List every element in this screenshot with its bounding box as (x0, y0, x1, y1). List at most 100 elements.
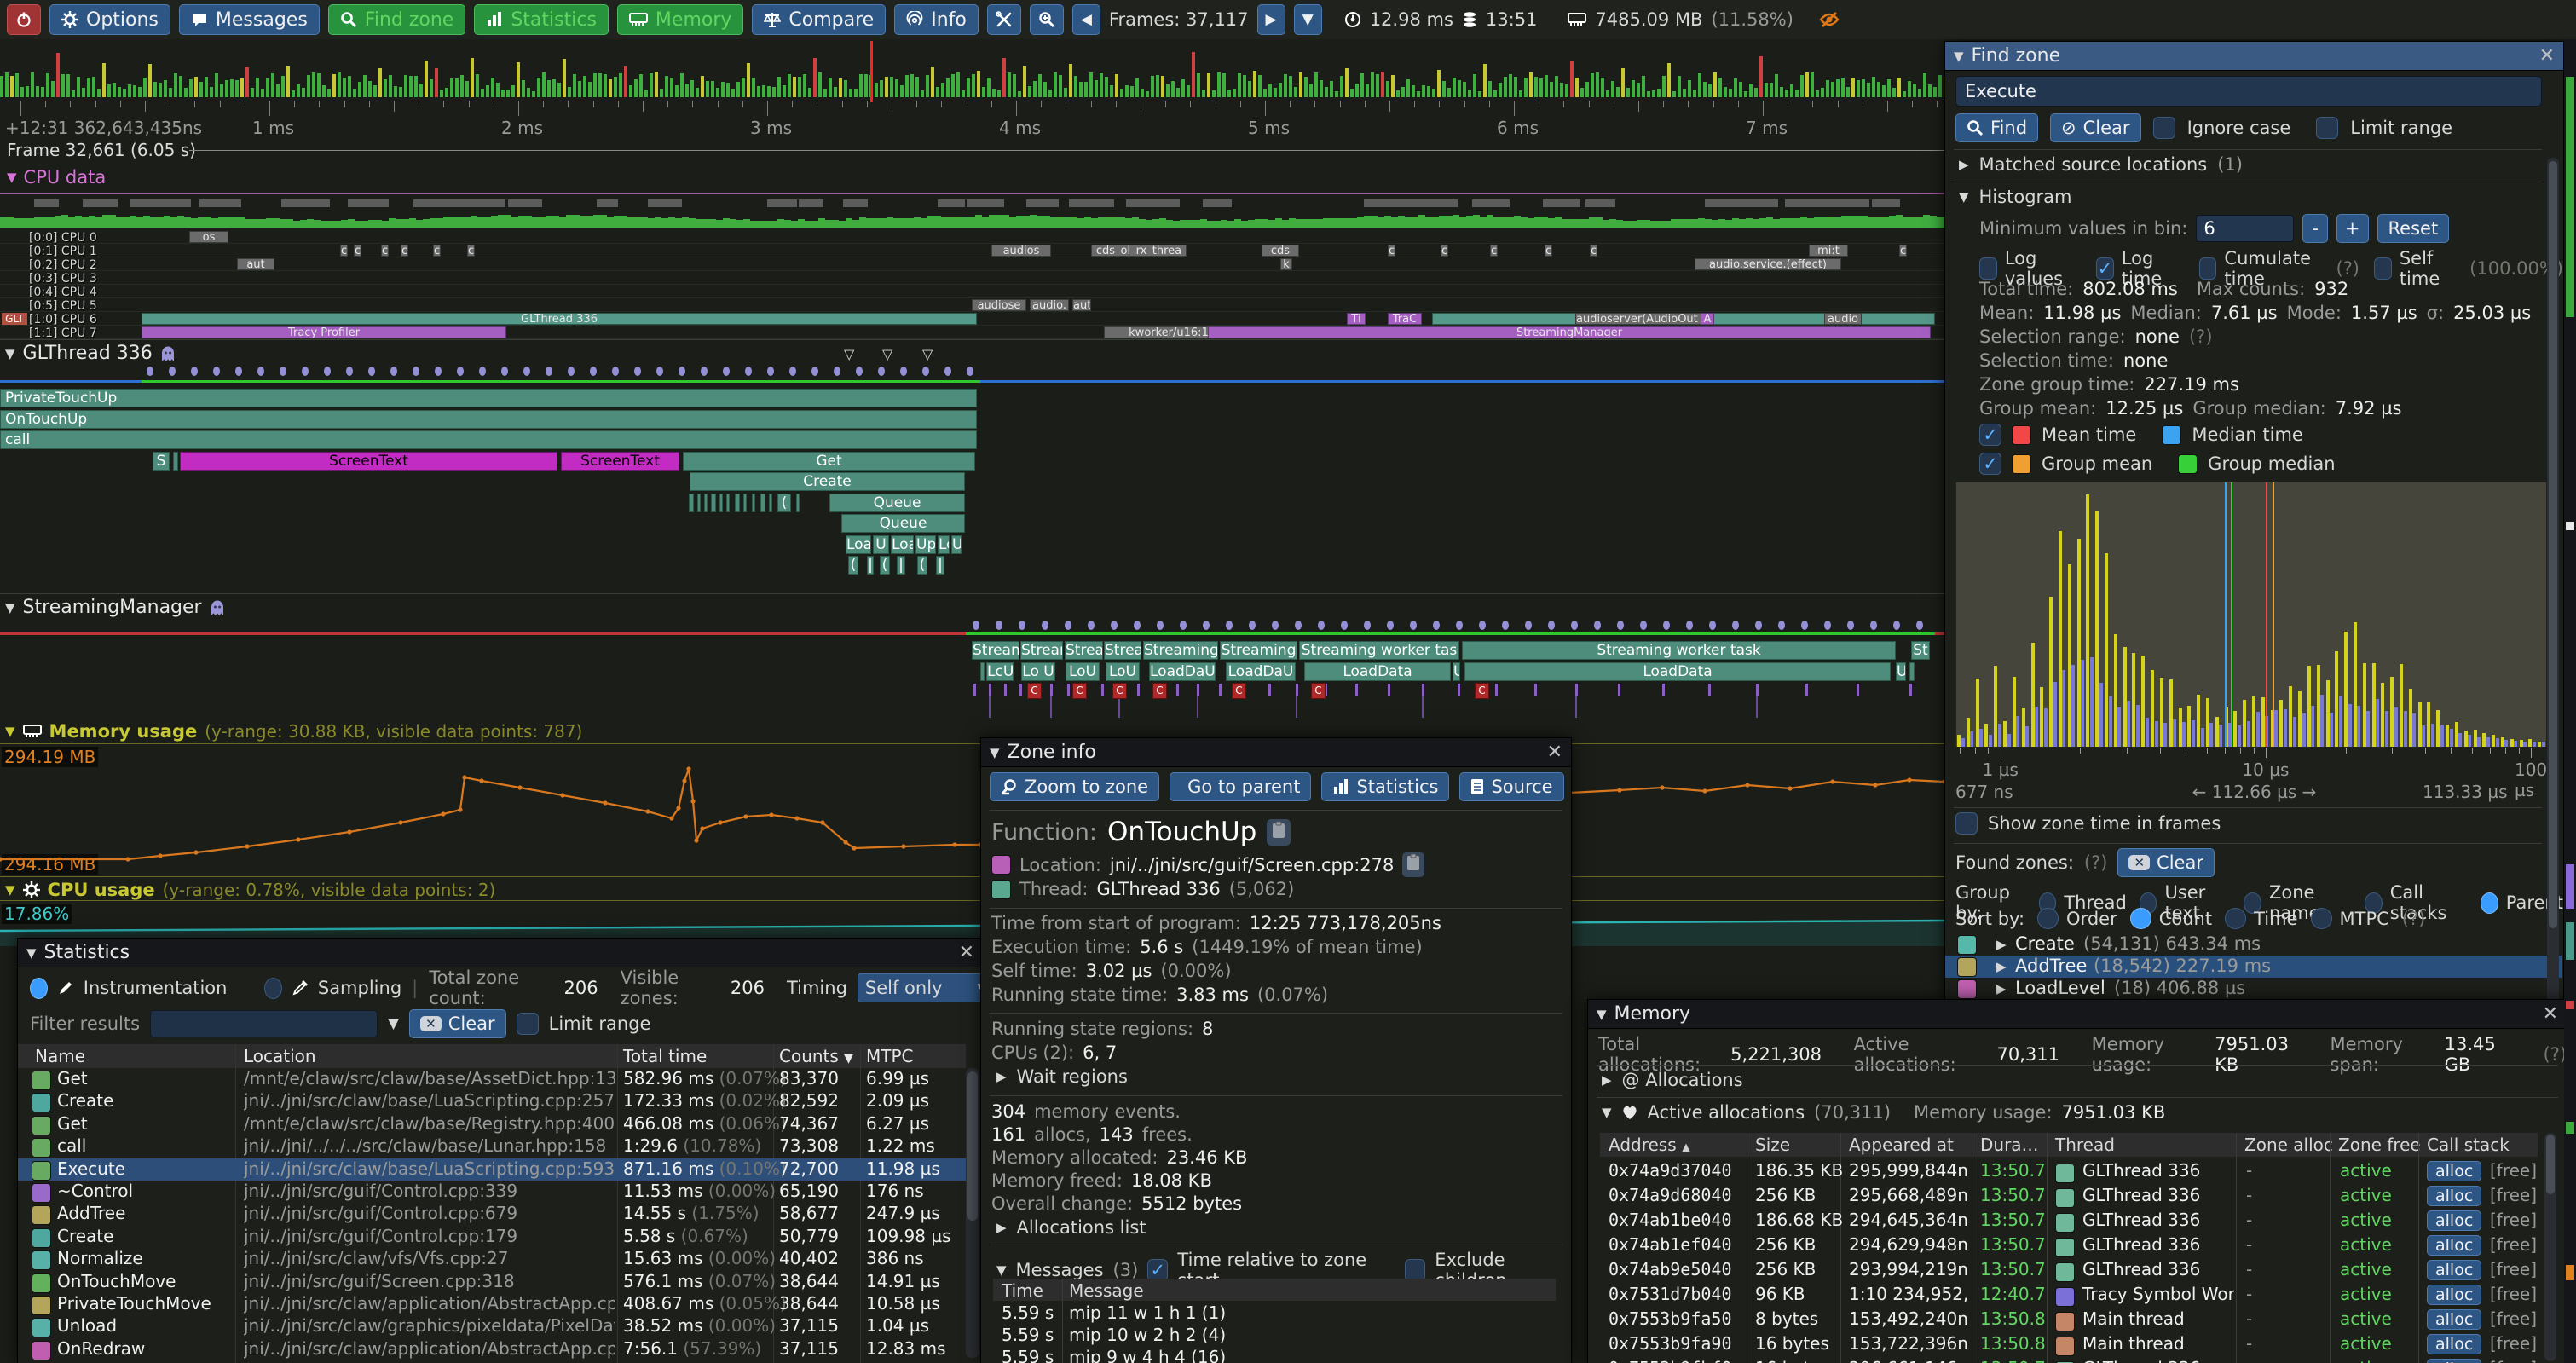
cpu-zone[interactable]: c (1590, 245, 1597, 257)
sample-dot[interactable] (967, 367, 973, 376)
table-row[interactable]: AddTree jni/../jni/src/guif/Control.cpp:6… (18, 1203, 966, 1226)
cpu-zone[interactable]: c (340, 245, 348, 257)
sample-dot[interactable] (1709, 621, 1716, 630)
limit-range-checkbox[interactable] (2316, 117, 2339, 139)
timeline-zone[interactable]: Streaming (1143, 641, 1218, 660)
timeline-zone[interactable]: LoU (1066, 661, 1100, 681)
timeline-zone[interactable] (689, 493, 694, 512)
timeline-zone[interactable]: PrivateTouchUp (0, 389, 977, 407)
sample-dot[interactable] (1203, 621, 1210, 630)
sample-dot[interactable] (1640, 621, 1647, 630)
sort-by-option-count[interactable] (2129, 908, 2151, 929)
allocations-list-toggle[interactable]: ▶ Allocations list (996, 1217, 1146, 1238)
sample-dot[interactable] (1594, 621, 1601, 630)
column-header[interactable]: Name (35, 1046, 86, 1066)
column-header[interactable]: Call stack (2427, 1135, 2510, 1155)
timeline-zone[interactable]: Queue (829, 493, 965, 512)
found-clear-button[interactable]: ✕ Clear (2117, 848, 2215, 877)
group-by-option-parent[interactable] (2481, 892, 2498, 914)
sample-dot[interactable] (191, 367, 198, 376)
sample-dot[interactable] (1617, 621, 1624, 630)
active-allocations-toggle[interactable]: ▼ Active allocations (70,311) Memory usage:… (1602, 1102, 2166, 1123)
glthread-header[interactable]: ▼ GLThread 336 (5, 343, 176, 364)
cpu-zone[interactable]: kworker/u16:1 (1104, 326, 1233, 338)
column-header[interactable]: Zone alloc (2244, 1135, 2333, 1155)
crash-mark[interactable]: C (1027, 683, 1042, 699)
sample-dot[interactable] (856, 367, 863, 376)
sample-dot[interactable] (973, 621, 979, 630)
cpu-zone[interactable]: audios (991, 245, 1051, 257)
cpu-zone[interactable]: audiose (972, 299, 1026, 311)
min-bin-input[interactable]: 6 (2196, 215, 2295, 242)
sample-dot[interactable] (1686, 621, 1693, 630)
sample-dot[interactable] (944, 367, 951, 376)
play-button[interactable]: ▶ (1256, 4, 1285, 35)
sample-dot[interactable] (701, 367, 708, 376)
sample-dot[interactable] (1387, 621, 1394, 630)
cpu-zone[interactable]: audioserver(AudioOut_D) (1575, 313, 1713, 325)
sample-dot[interactable] (834, 367, 840, 376)
memory-titlebar[interactable]: ▼ Memory ✕ (1588, 1000, 2567, 1029)
sample-dot[interactable] (1364, 621, 1371, 630)
cpu-zone[interactable]: c (381, 245, 389, 257)
timeline-zone[interactable]: ScreenText (180, 451, 557, 471)
prev-frame-button[interactable]: ◀ (1071, 4, 1100, 35)
tools-button[interactable] (986, 4, 1021, 35)
timeline-zone[interactable]: Create (690, 472, 965, 491)
found-zone-row[interactable]: ▶ AddTree (18,542) 227.19 ms (1945, 956, 2562, 978)
column-header[interactable]: Counts ▼ (779, 1046, 853, 1066)
sample-dot[interactable] (1249, 621, 1256, 630)
timeline-zone[interactable] (1909, 661, 1915, 681)
sample-dot[interactable] (368, 367, 375, 376)
sample-dot[interactable] (1893, 621, 1900, 630)
column-header[interactable]: Zone free (2338, 1135, 2421, 1155)
sample-dot[interactable] (922, 367, 929, 376)
timeline-zone[interactable] (704, 493, 708, 512)
sample-dot[interactable] (811, 367, 818, 376)
memory-button[interactable]: Memory (616, 4, 744, 35)
cpu-data-header[interactable]: ▼ CPU data (7, 167, 107, 188)
timeline-zone[interactable]: Loa (891, 534, 914, 554)
table-row[interactable]: Get/mnt/e/claw/src/claw/base/Registry.hp… (18, 1113, 966, 1135)
timeline-zone[interactable]: LoadData (1464, 661, 1891, 681)
timeline-zone[interactable]: LoadData (1304, 661, 1451, 681)
cpu-zone[interactable]: c (1388, 245, 1395, 257)
table-row[interactable]: Get/mnt/e/claw/src/claw/base/AssetDict.h… (18, 1068, 966, 1090)
table-row[interactable]: Normalize jni/../jni/src/claw/vfs/Vfs.cpp… (18, 1248, 966, 1271)
show-zone-time-checkbox[interactable] (1955, 812, 1978, 835)
timeline-zone[interactable]: U (873, 534, 889, 554)
alloc-callstack-button[interactable]: alloc (2427, 1285, 2482, 1305)
close-icon[interactable]: ✕ (2538, 45, 2555, 66)
column-header[interactable]: Thread (2055, 1135, 2115, 1155)
compare-button[interactable]: Compare (752, 4, 887, 35)
timeline-zone[interactable]: ( (777, 493, 791, 512)
sample-dot[interactable] (634, 367, 641, 376)
timeline-zone[interactable]: LoadDaU (1226, 661, 1296, 681)
find-button[interactable]: Find (1955, 113, 2039, 142)
sample-dot[interactable] (169, 367, 176, 376)
table-row[interactable]: 0x74ab1ef040 256 KB 294,629,948ns 13:50.7 GL… (1588, 1234, 2551, 1259)
timeline-zone[interactable] (769, 493, 772, 512)
timeline-zone[interactable]: ( (917, 556, 927, 575)
cpu-zone[interactable]: aut (1072, 299, 1091, 311)
found-zone-row[interactable]: ▶ LoadLevel (18) 406.88 µs (1945, 978, 2562, 1000)
min-bin-minus-button[interactable]: - (2302, 214, 2328, 243)
crash-mark[interactable]: C (1072, 683, 1087, 699)
sample-dot[interactable] (324, 367, 331, 376)
timeline-zone[interactable]: Streaming worker task (1462, 641, 1896, 660)
cumulate-time-checkbox[interactable] (2198, 257, 2217, 280)
table-row[interactable]: ~Control jni/../jni/src/guif/Control.cpp:… (18, 1181, 966, 1203)
sort-by-option-time[interactable] (2225, 908, 2247, 929)
allocations-toggle[interactable]: ▶ @ Allocations (1602, 1070, 1743, 1090)
timeline-zone[interactable]: Streaming worker tas (1299, 641, 1459, 660)
cpu-zone[interactable]: TraC (1388, 313, 1422, 325)
table-row[interactable]: Execute jni/../jni/src/claw/base/LuaScrip… (18, 1158, 966, 1181)
table-row[interactable]: 0x7553b9fa90 16 bytes 153,722,396ns 13:50.8… (1588, 1333, 2551, 1358)
sample-dot[interactable] (568, 367, 575, 376)
sample-dot[interactable] (1755, 621, 1762, 630)
find-zone-button[interactable]: Find zone (327, 4, 466, 35)
timeline-zone[interactable]: Lo U (1021, 661, 1055, 681)
timeline-zone[interactable]: U (1453, 661, 1460, 681)
stats-limit-range-checkbox[interactable] (516, 1013, 539, 1035)
table-row[interactable]: Create jni/../jni/src/claw/base/LuaScript… (18, 1090, 966, 1113)
